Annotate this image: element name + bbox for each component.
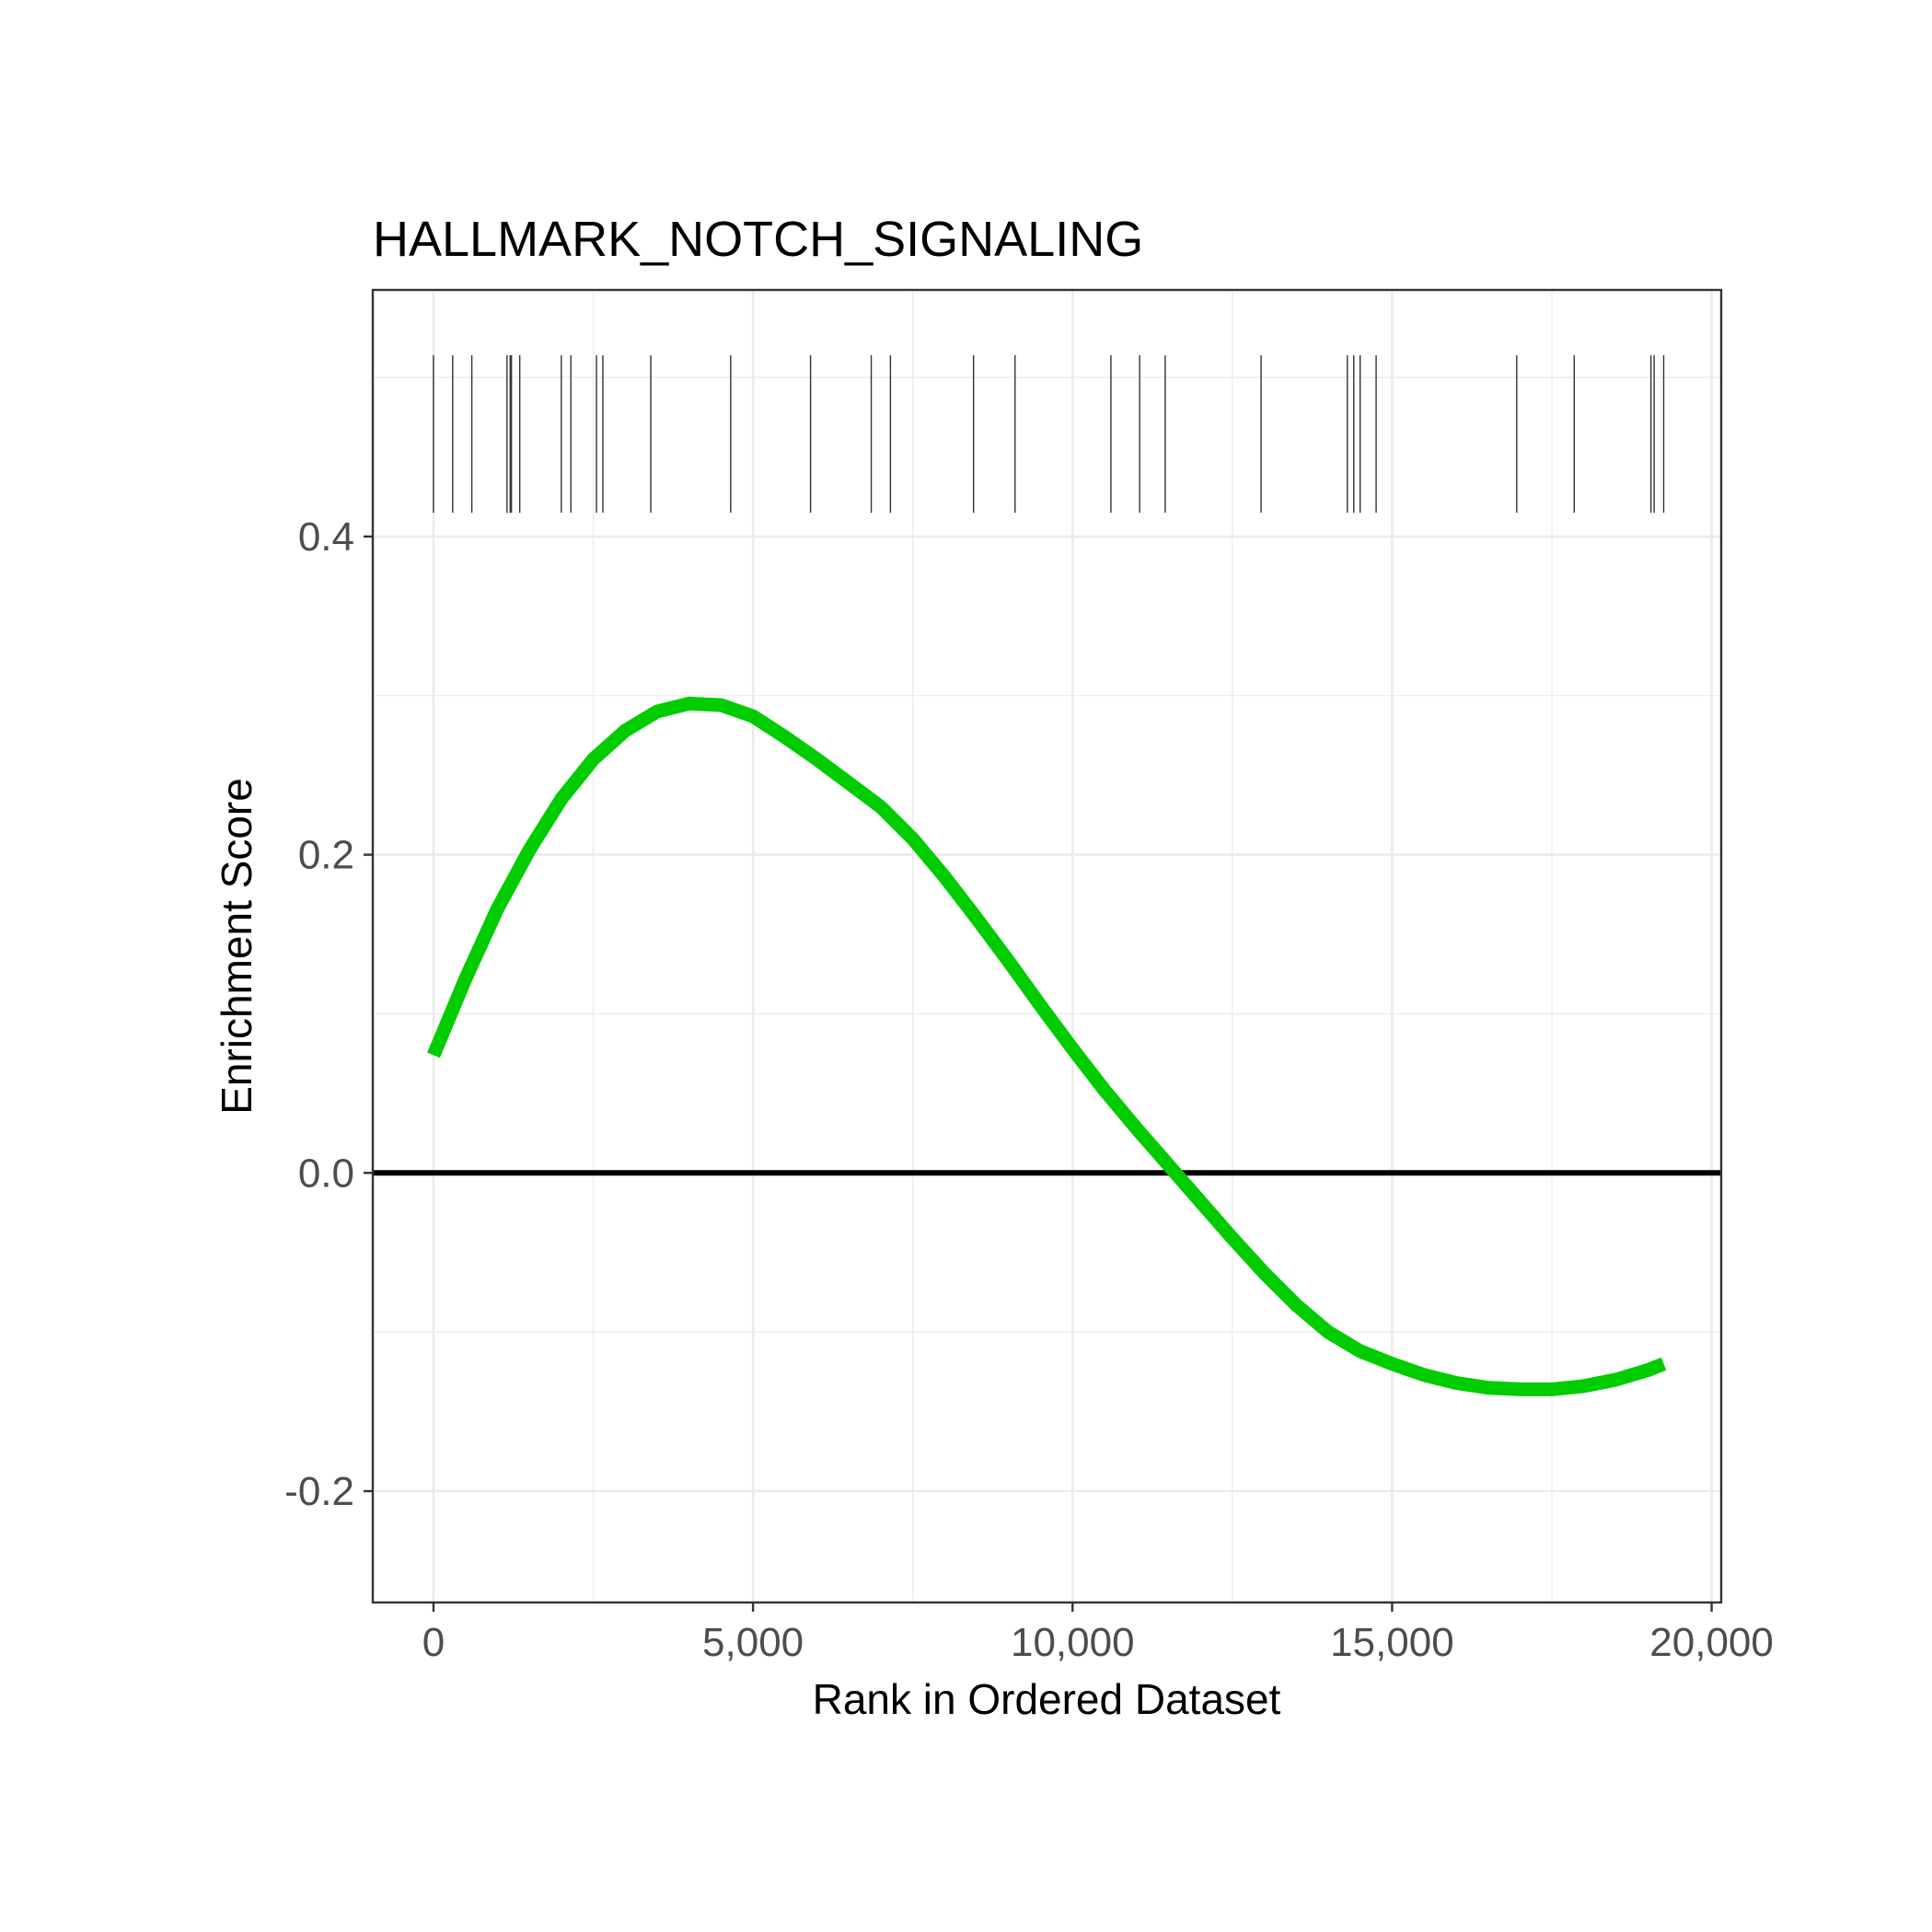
x-tick-label: 0 <box>422 1620 445 1665</box>
x-tick-label: 15,000 <box>1330 1620 1454 1665</box>
y-tick-label: -0.2 <box>284 1469 354 1514</box>
enrichment-curve <box>427 696 1667 1396</box>
y-tick-label: 0.0 <box>298 1151 354 1196</box>
x-tick-label: 10,000 <box>1011 1620 1135 1665</box>
axes: 0 5,000 10,000 15,000 20,000 -0.2 0.0 0.2 0.4 <box>284 515 1774 1665</box>
y-tick-label: 0.2 <box>298 833 354 878</box>
chart-title: HALLMARK_NOTCH_SIGNALING <box>373 212 1143 267</box>
y-tick-label: 0.4 <box>298 515 354 560</box>
x-tick-label: 20,000 <box>1649 1620 1774 1665</box>
x-tick-label: 5,000 <box>702 1620 804 1665</box>
gene-hit-ticks <box>433 354 1665 513</box>
y-axis-label: Enrichment Score <box>213 778 260 1115</box>
panel-border <box>371 288 1723 1604</box>
x-axis-label: Rank in Ordered Dataset <box>813 1675 1281 1723</box>
